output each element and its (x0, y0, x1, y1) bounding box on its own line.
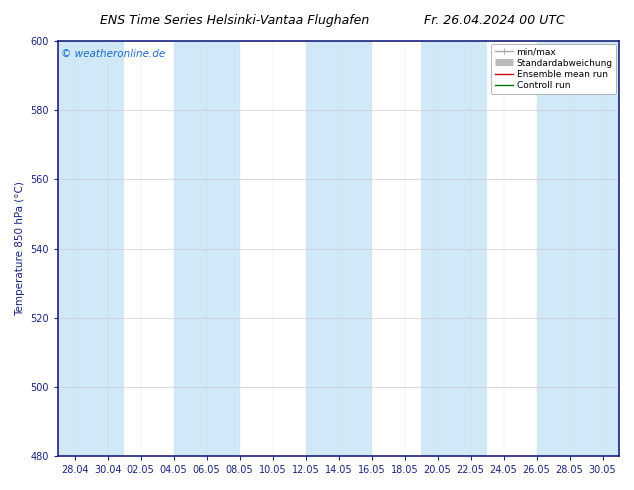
Bar (306, 41, 372, 456)
Text: © weatheronline.de: © weatheronline.de (61, 49, 165, 59)
Y-axis label: Temperature 850 hPa (°C): Temperature 850 hPa (°C) (15, 181, 25, 316)
Bar (421, 41, 487, 456)
Bar (58, 41, 124, 456)
Legend: min/max, Standardabweichung, Ensemble mean run, Controll run: min/max, Standardabweichung, Ensemble me… (491, 44, 616, 94)
Text: ENS Time Series Helsinki-Vantaa Flughafen: ENS Time Series Helsinki-Vantaa Flughafe… (100, 14, 369, 27)
Bar (536, 41, 619, 456)
Text: Fr. 26.04.2024 00 UTC: Fr. 26.04.2024 00 UTC (424, 14, 565, 27)
Bar (174, 41, 240, 456)
